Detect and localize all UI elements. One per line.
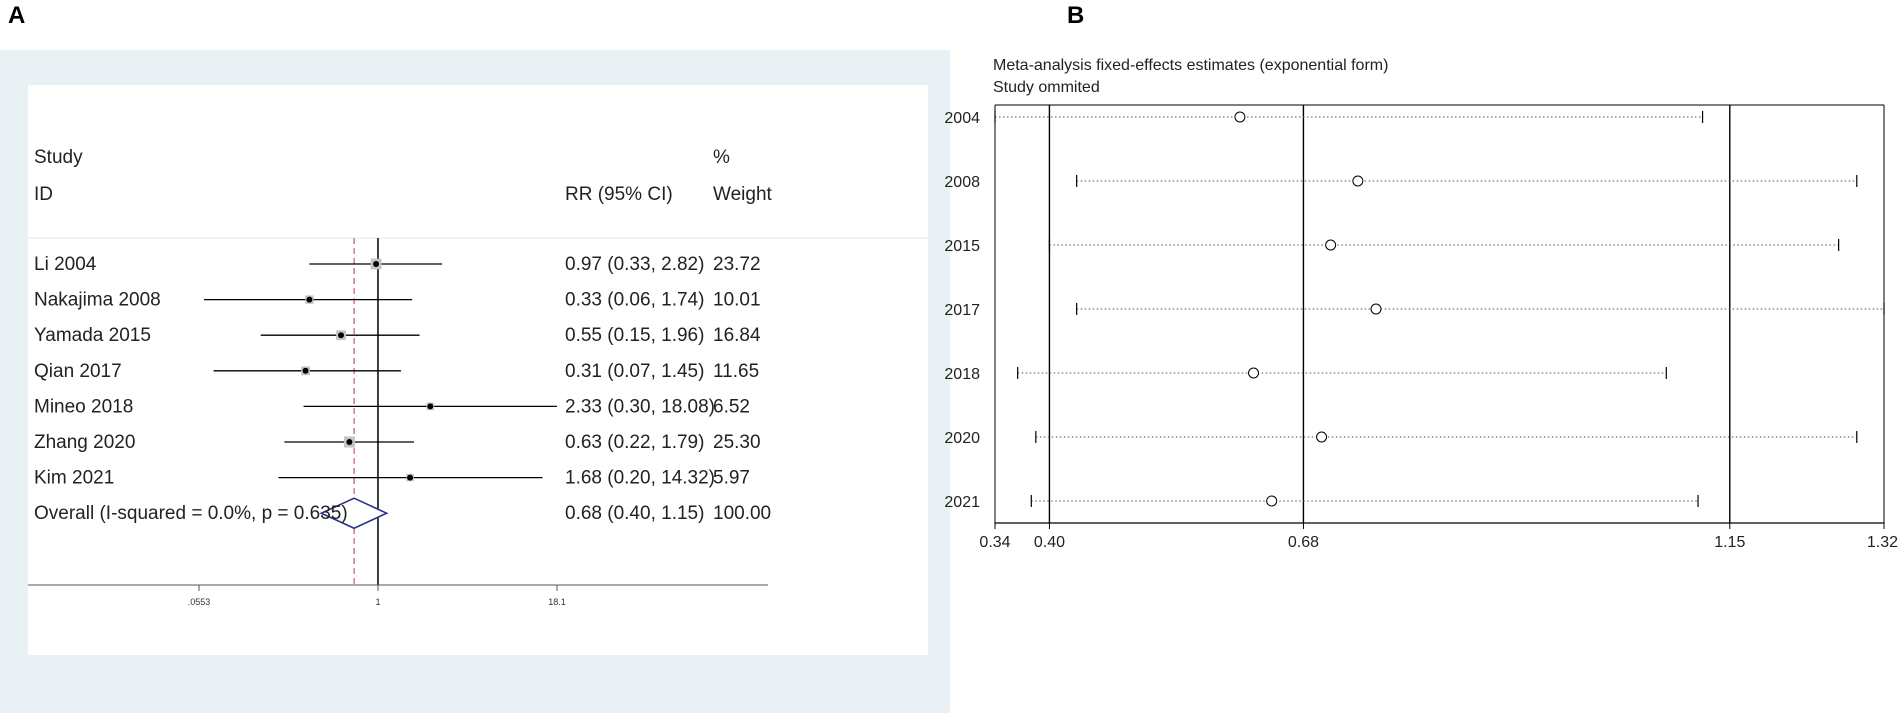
header-weight-symbol: % <box>713 147 730 168</box>
study-weight: 6.52 <box>713 396 750 417</box>
study-point <box>427 403 434 410</box>
study-rr-ci: 2.33 (0.30, 18.08) <box>565 396 715 417</box>
study-point <box>338 332 345 339</box>
study-rr-ci: 1.68 (0.20, 14.32) <box>565 468 715 489</box>
header-study: Study <box>34 147 83 168</box>
x-tick-label: 18.1 <box>548 597 566 607</box>
study-point <box>407 474 414 481</box>
omitted-study-label: Mineo 2018 <box>943 366 980 383</box>
estimate-point <box>1352 175 1364 187</box>
study-label: Nakajima 2008 <box>34 290 161 311</box>
study-point <box>346 439 353 445</box>
study-label: Yamada 2015 <box>34 325 151 346</box>
study-rr-ci: 0.97 (0.33, 2.82) <box>565 254 704 275</box>
study-label: Mineo 2018 <box>34 396 133 417</box>
omitted-study-label: Qian 2017 <box>943 302 980 319</box>
x-tick-label: .0553 <box>188 597 211 607</box>
forest-plot: Study ID RR (95% CI)% Weight Li 2004 0.97 (0.… <box>28 147 928 607</box>
study-label: Li 2004 <box>34 254 97 275</box>
study-rr-ci: 0.31 (0.07, 1.45) <box>565 361 704 382</box>
x-tick-label: 0.68 <box>1288 534 1319 551</box>
overall-rr-ci: 0.68 (0.40, 1.15) <box>565 503 704 524</box>
header-effect: RR (95% CI) <box>565 184 673 205</box>
sens-title: Meta-analysis fixed-effects estimates (e… <box>993 57 1388 74</box>
panel-b-label: B <box>1067 2 1085 29</box>
study-point <box>302 367 309 374</box>
study-weight: 10.01 <box>713 290 761 311</box>
forest-plot-panel: Study ID RR (95% CI)% Weight Li 2004 0.97 (0.… <box>0 50 950 713</box>
estimate-point <box>1316 431 1328 443</box>
estimate-point <box>1266 495 1278 507</box>
omitted-study-label: Zhang 2020 <box>943 430 980 447</box>
study-point <box>373 261 380 267</box>
study-weight: 16.84 <box>713 325 761 346</box>
overall-weight: 100.00 <box>713 503 771 524</box>
x-tick-label: 1 <box>375 597 380 607</box>
study-rr-ci: 0.55 (0.15, 1.96) <box>565 325 704 346</box>
estimate-point <box>1370 303 1382 315</box>
omitted-study-label: Kim 2021 <box>943 494 980 511</box>
estimate-point <box>1325 239 1337 251</box>
sensitivity-plot: Meta-analysis fixed-effects estimates (e… <box>943 57 1898 551</box>
study-point <box>306 296 313 303</box>
x-tick-label: 0.40 <box>1034 534 1065 551</box>
x-tick-label: 0.34 <box>979 534 1010 551</box>
study-weight: 25.30 <box>713 432 761 453</box>
omitted-study-label: Nakajima 2008 <box>943 174 980 191</box>
study-rr-ci: 0.33 (0.06, 1.74) <box>565 290 704 311</box>
x-tick-label: 1.32 <box>1867 534 1898 551</box>
overall-label: Overall (I-squared = 0.0%, p = 0.635) <box>34 503 348 524</box>
overall-diamond <box>319 497 389 530</box>
study-weight: 23.72 <box>713 254 761 275</box>
omitted-study-label: Yamada 2015 <box>943 238 980 255</box>
panel-a-label: A <box>8 2 26 29</box>
study-label: Qian 2017 <box>34 361 122 382</box>
header-id: ID <box>34 184 53 205</box>
study-weight: 11.65 <box>713 361 759 382</box>
study-rr-ci: 0.63 (0.22, 1.79) <box>565 432 704 453</box>
study-label: Zhang 2020 <box>34 432 135 453</box>
sens-subtitle: Study ommited <box>993 79 1100 96</box>
study-label: Kim 2021 <box>34 468 114 489</box>
x-tick-label: 1.15 <box>1714 534 1745 551</box>
estimate-point <box>1248 367 1260 379</box>
forest-plot-area: Study ID RR (95% CI)% Weight Li 2004 0.97 (0.… <box>28 85 928 655</box>
estimate-point <box>1234 111 1246 123</box>
omitted-study-label: Li 2004 <box>943 110 980 127</box>
header-weight: Weight <box>713 184 773 205</box>
study-weight: 5.97 <box>713 468 750 489</box>
